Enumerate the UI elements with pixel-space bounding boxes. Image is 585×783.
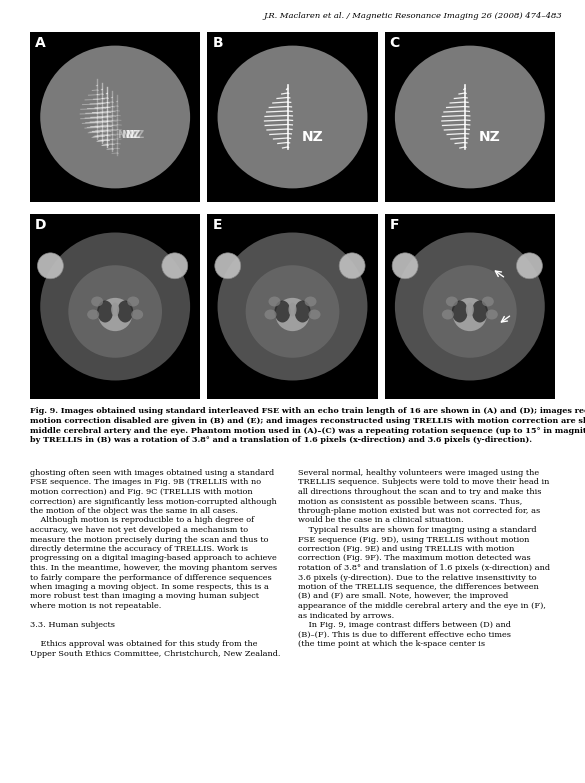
Ellipse shape	[40, 45, 190, 189]
Ellipse shape	[446, 297, 458, 306]
Text: NZ: NZ	[122, 130, 137, 140]
Text: J.R. Maclaren et al. / Magnetic Resonance Imaging 26 (2008) 474–483: J.R. Maclaren et al. / Magnetic Resonanc…	[263, 12, 562, 20]
Circle shape	[339, 253, 365, 279]
Text: Several normal, healthy volunteers were imaged using the
TRELLIS sequence. Subje: Several normal, healthy volunteers were …	[298, 469, 550, 648]
Text: NZ: NZ	[129, 130, 145, 140]
Ellipse shape	[423, 265, 517, 358]
Text: A: A	[35, 36, 46, 50]
Text: B: B	[212, 36, 223, 50]
Text: F: F	[390, 218, 399, 232]
Ellipse shape	[466, 302, 474, 316]
Ellipse shape	[453, 298, 487, 331]
Ellipse shape	[269, 297, 280, 306]
Ellipse shape	[111, 302, 119, 316]
Text: NZ: NZ	[126, 130, 141, 140]
Ellipse shape	[246, 265, 339, 358]
Bar	[30, 214, 200, 399]
Circle shape	[215, 253, 240, 279]
Ellipse shape	[87, 309, 99, 319]
Ellipse shape	[395, 45, 545, 189]
Ellipse shape	[472, 301, 488, 323]
Text: E: E	[212, 218, 222, 232]
Ellipse shape	[117, 301, 133, 323]
Text: ghosting often seen with images obtained using a standard
FSE sequence. The imag: ghosting often seen with images obtained…	[30, 469, 280, 658]
Ellipse shape	[276, 298, 309, 331]
Circle shape	[162, 253, 188, 279]
Circle shape	[37, 253, 63, 279]
Ellipse shape	[274, 301, 291, 323]
Ellipse shape	[218, 45, 367, 189]
Ellipse shape	[486, 309, 498, 319]
Text: NZ: NZ	[118, 130, 133, 140]
Ellipse shape	[442, 309, 454, 319]
Ellipse shape	[395, 233, 545, 381]
Bar	[207, 214, 378, 399]
Ellipse shape	[131, 309, 143, 319]
Text: Fig. 9. Images obtained using standard interleaved FSE with an echo train length: Fig. 9. Images obtained using standard i…	[30, 407, 585, 445]
Ellipse shape	[452, 301, 468, 323]
Ellipse shape	[127, 297, 139, 306]
Circle shape	[392, 253, 418, 279]
Ellipse shape	[288, 302, 297, 316]
Ellipse shape	[98, 298, 132, 331]
Text: NZ: NZ	[302, 130, 324, 144]
Bar	[207, 32, 378, 202]
Ellipse shape	[482, 297, 494, 306]
Ellipse shape	[294, 301, 311, 323]
Bar	[385, 32, 555, 202]
Ellipse shape	[218, 233, 367, 381]
Bar	[385, 214, 555, 399]
Ellipse shape	[91, 297, 103, 306]
Ellipse shape	[68, 265, 162, 358]
Ellipse shape	[97, 301, 113, 323]
Text: C: C	[390, 36, 400, 50]
Ellipse shape	[305, 297, 316, 306]
Ellipse shape	[264, 309, 277, 319]
Ellipse shape	[40, 233, 190, 381]
Ellipse shape	[308, 309, 321, 319]
Bar	[30, 32, 200, 202]
Text: D: D	[35, 218, 46, 232]
Circle shape	[517, 253, 542, 279]
Text: NZ: NZ	[479, 130, 501, 144]
